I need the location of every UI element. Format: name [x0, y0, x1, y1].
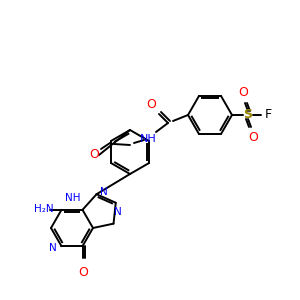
- Text: NH: NH: [140, 134, 156, 144]
- Text: NH: NH: [65, 193, 81, 203]
- Text: O: O: [146, 98, 156, 112]
- Text: O: O: [248, 131, 258, 144]
- Text: F: F: [265, 109, 272, 122]
- Text: O: O: [79, 266, 88, 279]
- Text: O: O: [238, 86, 248, 99]
- Text: N: N: [114, 207, 122, 217]
- Text: N: N: [100, 187, 107, 197]
- Text: S: S: [244, 109, 253, 122]
- Text: N: N: [49, 243, 56, 253]
- Text: H₂N: H₂N: [34, 204, 53, 214]
- Text: O: O: [89, 148, 99, 161]
